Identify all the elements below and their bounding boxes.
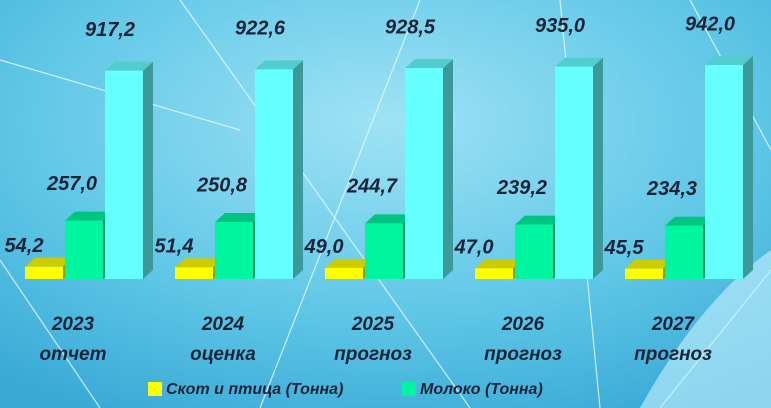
x-tick-label: прогноз: [634, 344, 712, 365]
bar-top: [475, 259, 523, 269]
bar-top: [405, 59, 453, 69]
bar-top: [705, 56, 753, 65]
x-tick-label: 2024: [201, 314, 245, 335]
value-label: 935,0: [535, 15, 585, 37]
value-label: 257,0: [46, 173, 97, 195]
bar-front: [25, 266, 63, 279]
legend-swatch: [148, 382, 162, 396]
value-label: 928,5: [385, 16, 436, 38]
value-label: 942,0: [685, 13, 735, 35]
bar-top: [325, 258, 373, 268]
bar-front: [405, 68, 443, 279]
bar-front: [215, 222, 253, 279]
bar-side: [593, 57, 603, 279]
bar-top: [25, 257, 73, 267]
bar-front: [705, 65, 743, 279]
x-tick-label: прогноз: [334, 344, 412, 365]
value-label: 239,2: [496, 177, 547, 199]
bar: [105, 61, 153, 279]
x-tick-label: отчет: [39, 344, 106, 365]
bar: [705, 56, 753, 279]
bar: [555, 57, 603, 279]
bar: [255, 60, 303, 279]
bar-front: [625, 268, 663, 279]
x-tick-label: 2025: [351, 314, 395, 335]
legend-swatch: [402, 382, 416, 396]
bar-side: [743, 56, 753, 279]
bar-side: [293, 60, 303, 279]
bar-front: [65, 220, 103, 279]
bar-top: [175, 258, 223, 268]
value-label: 234,3: [646, 178, 697, 200]
value-label: 922,6: [235, 18, 286, 40]
bar-top: [65, 211, 113, 221]
bar-front: [665, 225, 703, 279]
bar-top: [215, 213, 263, 223]
x-tick-label: 2023: [51, 314, 95, 335]
bar-top: [555, 57, 603, 67]
bar-top: [365, 214, 413, 224]
value-label: 51,4: [155, 236, 194, 258]
value-label: 47,0: [454, 237, 494, 259]
bar-front: [255, 69, 293, 279]
bar: [405, 59, 453, 279]
value-label: 45,5: [604, 237, 645, 259]
bar-front: [365, 223, 403, 279]
decor-glow: [640, 250, 771, 408]
bar-top: [255, 60, 303, 70]
value-label: 54,2: [5, 235, 44, 257]
bar-front: [555, 66, 593, 279]
bar-top: [665, 216, 713, 226]
bar-side: [443, 59, 453, 279]
bar-front: [325, 267, 363, 279]
bar-front: [475, 268, 513, 279]
x-tick-label: оценка: [190, 344, 256, 365]
bar-front: [515, 224, 553, 279]
x-tick-label: 2026: [501, 314, 545, 335]
value-label: 250,8: [196, 174, 248, 196]
value-label: 244,7: [346, 176, 398, 198]
bar-top: [625, 259, 673, 269]
bar-front: [105, 70, 143, 279]
value-label: 917,2: [85, 19, 135, 41]
bar-front: [175, 267, 213, 279]
bar-side: [143, 61, 153, 279]
bar-top: [515, 215, 563, 225]
legend-label: Молоко (Тонна): [420, 381, 543, 398]
value-label: 49,0: [304, 236, 344, 258]
bar-top: [105, 61, 153, 71]
x-tick-label: 2027: [651, 314, 696, 335]
x-tick-label: прогноз: [484, 344, 562, 365]
legend-label: Скот и птица (Тонна): [166, 381, 343, 398]
